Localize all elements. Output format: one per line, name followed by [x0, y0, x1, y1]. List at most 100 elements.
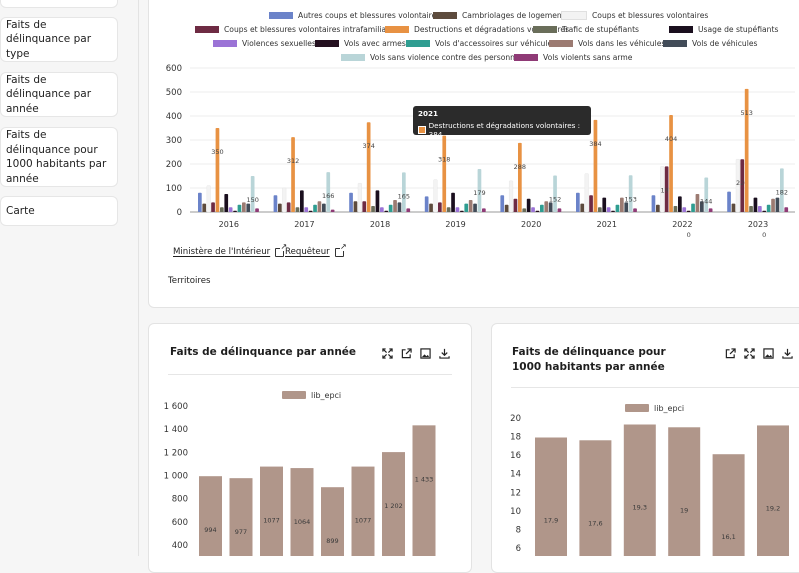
legend-swatch	[385, 26, 409, 33]
bar	[446, 207, 451, 212]
card-par-annee-title: Faits de délinquance par année	[170, 346, 357, 358]
nav-item-top-partial[interactable]	[0, 0, 118, 8]
data-label: 0	[762, 231, 766, 239]
y-tick-label: 600	[172, 518, 188, 528]
y-tick-label: 20	[510, 414, 521, 424]
legend-item[interactable]: Autres coups et blessures volontaires	[269, 11, 440, 20]
legend-item[interactable]: Coups et blessures volontaires intrafami…	[195, 25, 395, 34]
bar	[433, 179, 438, 213]
bar	[353, 201, 358, 212]
legend-item[interactable]: Vols de véhicules	[663, 39, 757, 48]
bar	[291, 137, 295, 212]
image-download-icon[interactable]	[420, 348, 431, 359]
bar	[326, 172, 331, 212]
requeteur-link[interactable]: Requêteur	[285, 242, 347, 257]
bar	[382, 452, 405, 556]
bar	[522, 208, 527, 212]
bar	[553, 175, 557, 212]
bar	[579, 440, 612, 556]
data-label: 17,9	[544, 517, 558, 525]
legend-item[interactable]: Vols sans violence contre des personnes	[341, 53, 524, 62]
y-tick-label: 300	[166, 136, 182, 146]
bar	[540, 204, 544, 212]
bar	[300, 190, 304, 212]
bar	[295, 207, 300, 212]
bar	[664, 166, 669, 212]
bar	[380, 207, 384, 212]
bar	[438, 202, 442, 212]
legend-item[interactable]: Usage de stupéfiants	[669, 25, 778, 34]
y-tick-label: 6	[516, 544, 521, 554]
legend-label: Vols de véhicules	[692, 39, 758, 48]
y-tick-label: 800	[172, 495, 188, 505]
data-label: 16,1	[721, 533, 735, 541]
y-tick-label: 16	[510, 451, 521, 461]
fullscreen-icon[interactable]	[744, 348, 755, 359]
bar	[771, 198, 775, 212]
ministere-link[interactable]: Ministère de l'Intérieur	[173, 242, 288, 257]
y-tick-label: 14	[510, 470, 521, 480]
legend-item[interactable]: Destructions et dégradations volontaires	[385, 25, 569, 34]
bar	[198, 192, 202, 212]
bar	[460, 210, 464, 212]
bar	[518, 142, 522, 212]
y-tick-label: 18	[510, 433, 521, 443]
bar	[384, 210, 389, 212]
legend-label: Vols sans violence contre des personnes	[370, 53, 524, 62]
legend-swatch	[213, 40, 237, 47]
legend-item[interactable]: Trafic de stupéfiants	[533, 25, 639, 34]
download-icon[interactable]	[782, 348, 793, 359]
legend-item[interactable]: Violences sexuelles	[213, 39, 316, 48]
bar	[704, 177, 709, 212]
y-tick-label: 10	[510, 507, 521, 517]
open-external-icon[interactable]	[401, 348, 412, 359]
y-tick-label: 8	[516, 525, 521, 535]
nav-item-pour-1000-habitants[interactable]: Faits de délinquance pour 1000 habitants…	[0, 127, 118, 187]
bar	[602, 197, 607, 212]
bar	[199, 476, 222, 556]
bar	[708, 208, 713, 212]
bar	[589, 195, 593, 212]
sidebar: Faits de délinquance par type Faits de d…	[0, 0, 138, 556]
open-external-icon[interactable]	[725, 348, 736, 359]
legend-label: Vols violents sans arme	[543, 53, 633, 62]
bar	[593, 119, 598, 212]
legend-item[interactable]: Vols avec armes	[315, 39, 406, 48]
data-label: 994	[204, 526, 216, 534]
data-label: 165	[398, 192, 410, 200]
nav-item-par-annee[interactable]: Faits de délinquance par année	[0, 72, 118, 117]
y-tick-label: 1 400	[164, 425, 188, 435]
bar	[656, 204, 660, 212]
image-download-icon[interactable]	[763, 348, 774, 359]
bar	[740, 159, 745, 212]
data-label: 1077	[355, 517, 372, 525]
nav-item-carte[interactable]: Carte	[0, 196, 118, 226]
legend-item[interactable]: Vols dans les véhicules	[549, 39, 665, 48]
bar	[242, 202, 246, 212]
data-label: 513	[740, 109, 752, 117]
bar	[766, 204, 771, 212]
data-label: 318	[438, 156, 450, 164]
y-tick-label: 200	[166, 160, 182, 170]
data-label: 182	[776, 188, 788, 196]
data-label: 384	[589, 140, 601, 148]
data-label: 197	[660, 186, 672, 194]
legend-item[interactable]: Cambriolages de logement	[433, 11, 565, 20]
bar	[744, 88, 749, 212]
legend-item[interactable]: Vols violents sans arme	[514, 53, 632, 62]
nav-item-par-type[interactable]: Faits de délinquance par type	[0, 17, 118, 62]
legend-item[interactable]: Vols d'accessoires sur véhicules	[406, 39, 556, 48]
bar	[215, 128, 220, 212]
bar	[206, 185, 211, 213]
bar	[442, 135, 447, 212]
bar	[535, 437, 567, 556]
bar	[727, 191, 731, 212]
bar	[695, 194, 700, 212]
bar	[455, 207, 460, 212]
legend-item[interactable]: Coups et blessures volontaires	[561, 11, 708, 20]
bar	[762, 210, 767, 212]
bar	[362, 201, 367, 212]
download-icon[interactable]	[439, 348, 450, 359]
fullscreen-icon[interactable]	[382, 348, 393, 359]
card-pour-1000-separator	[511, 387, 799, 388]
